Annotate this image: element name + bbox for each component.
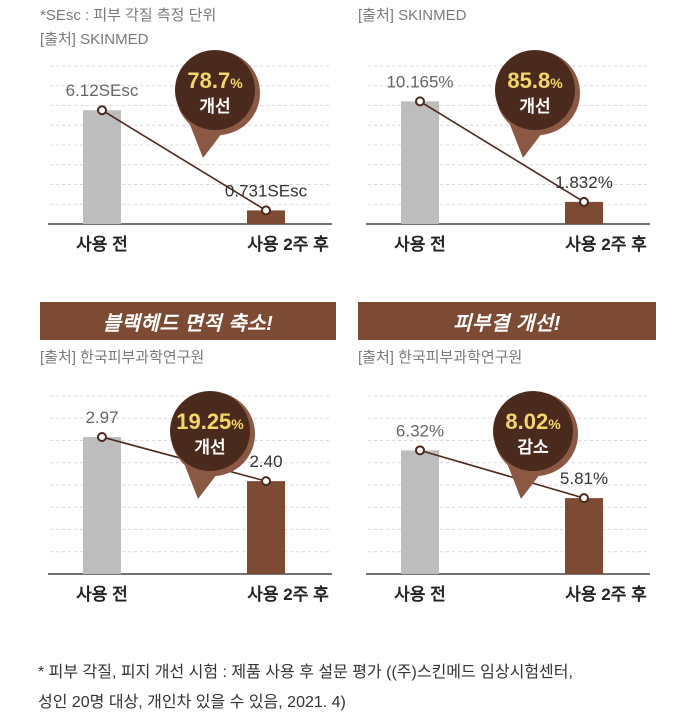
badge-text: 개선 [199, 97, 230, 116]
category-label-after: 사용 2주 후 [247, 584, 329, 604]
value-label-after: 2.40 [249, 452, 282, 471]
point-after [261, 205, 271, 216]
badge-value-unit: % [231, 416, 244, 432]
category-label-after: 사용 2주 후 [247, 234, 329, 254]
value-label-after: 5.81% [560, 469, 608, 488]
bar-after [247, 210, 285, 224]
badge-text: 감소 [517, 438, 549, 457]
chart-3-source-note: [출처] 한국피부과학연구원 [40, 349, 205, 366]
category-label-before: 사용 전 [76, 235, 128, 254]
category-label-after: 사용 2주 후 [565, 234, 647, 254]
category-label-before: 사용 전 [394, 585, 446, 604]
category-label-before: 사용 전 [76, 585, 128, 604]
badge-value-number: 78.7 [187, 68, 230, 93]
point-before [97, 105, 107, 116]
bar-before [401, 450, 439, 574]
chart-blackhead-area: 2.97 2.40 사용 전 사용 2주 후 19.25% 개선 [48, 391, 332, 604]
badge-value-number: 19.25 [176, 409, 231, 434]
improvement-badge: 8.02% 감소 [493, 391, 578, 499]
badge-circle [493, 391, 573, 471]
category-label-before: 사용 전 [394, 235, 446, 254]
value-label-after: 0.731SEsc [225, 181, 308, 200]
value-label-after: 1.832% [555, 173, 613, 192]
point-before [415, 96, 425, 107]
badge-circle [175, 50, 255, 130]
chart-skin-texture: 6.32% 5.81% 사용 전 사용 2주 후 8.02% 감소 [366, 391, 650, 604]
trend-line [419, 100, 585, 203]
improvement-badge: 85.8%개선 [495, 50, 580, 158]
trend-line [101, 109, 267, 212]
improvement-badge: 78.7%개선 [175, 50, 260, 158]
chart-1-unit-note: *SEsc : 피부 각질 측정 단위 [40, 7, 217, 24]
chart-1-source-note: [출처] SKINMED [40, 31, 149, 48]
badge-text: 개선 [194, 438, 225, 457]
bar-after [565, 498, 603, 574]
value-label-before: 6.12SEsc [66, 81, 139, 100]
bar-after [247, 481, 285, 574]
point-after [579, 196, 589, 207]
value-label-before: 2.97 [85, 408, 118, 427]
badge-value: 19.25% [176, 409, 244, 434]
bar-before [83, 110, 121, 224]
badge-value-unit: % [230, 75, 243, 91]
chart-3-banner: 블랙헤드 면적 축소! [40, 302, 336, 340]
bar-before [401, 101, 439, 224]
badge-value-number: 8.02 [505, 409, 548, 434]
badge-circle [495, 50, 575, 130]
bar-before [83, 437, 121, 574]
badge-value-number: 85.8 [507, 68, 550, 93]
trend-line [419, 449, 585, 499]
footnote-line-1: * 피부 각질, 피지 개선 시험 : 제품 사용 후 설문 평가 ((주)스킨… [38, 664, 573, 681]
badge-value: 8.02% [505, 409, 561, 434]
badge-value: 85.8% [507, 68, 563, 93]
value-label-before: 6.32% [396, 421, 444, 440]
point-after [261, 476, 271, 487]
chart-2-source-note: [출처] SKINMED [358, 7, 467, 24]
point-before [415, 445, 425, 456]
improvement-badge: 19.25% 개선 [170, 391, 255, 499]
footnote-line-2: 성인 20명 대상, 개인차 있을 수 있음, 2021. 4) [38, 694, 346, 711]
point-before [97, 432, 107, 443]
point-after [579, 493, 589, 504]
badge-text: 개선 [519, 97, 550, 116]
badge-value-unit: % [548, 416, 561, 432]
category-label-after: 사용 2주 후 [565, 584, 647, 604]
value-label-before: 10.165% [386, 72, 453, 91]
bar-after [565, 201, 603, 224]
badge-value: 78.7% [187, 68, 243, 93]
chart-4-source-note: [출처] 한국피부과학연구원 [358, 349, 523, 366]
badge-circle [170, 391, 250, 471]
badge-value-unit: % [550, 75, 563, 91]
chart-sebum: 10.165%1.832%사용 전 사용 2주 후85.8%개선 [366, 50, 650, 254]
chart-4-banner: 피부결 개선! [358, 302, 656, 340]
